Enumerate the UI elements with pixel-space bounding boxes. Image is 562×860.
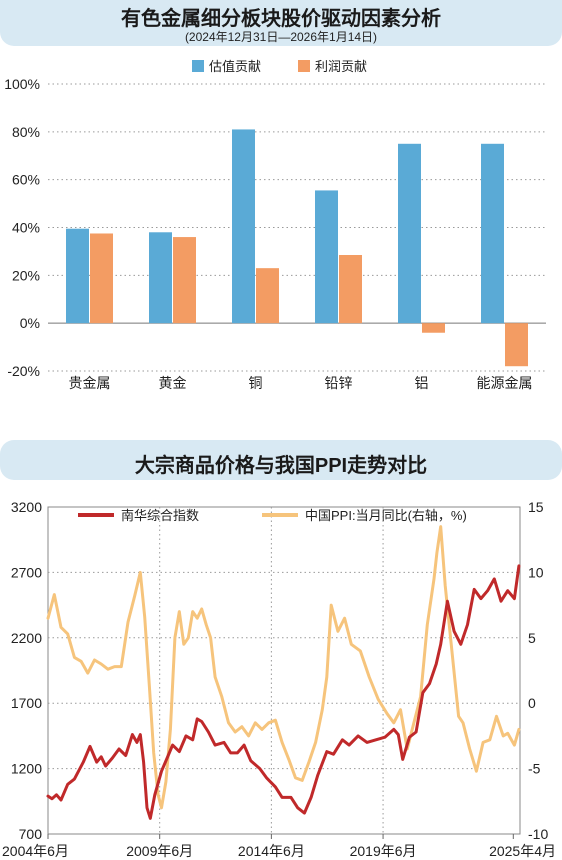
y-left-tick-label: 1700 bbox=[11, 695, 42, 711]
bar-valuation bbox=[481, 143, 504, 324]
y-tick-label: 60% bbox=[12, 172, 40, 188]
x-tick-label: 2014年6月 bbox=[238, 843, 305, 859]
y-tick-label: 40% bbox=[12, 220, 40, 236]
series-line-ppi bbox=[46, 525, 521, 810]
x-tick-label: 铅锌 bbox=[325, 375, 353, 391]
bar-chart-title: 有色金属细分板块股价驱动因素分析 bbox=[121, 8, 441, 30]
bar-valuation bbox=[66, 228, 89, 324]
legend-swatch bbox=[192, 60, 204, 72]
y-right-tick-label: 10 bbox=[528, 564, 544, 580]
plot-frame bbox=[47, 506, 521, 835]
x-tick-label: 2009年6月 bbox=[126, 843, 193, 859]
bar-valuation bbox=[398, 143, 421, 324]
y-right-tick-label: -10 bbox=[528, 826, 548, 842]
x-tick-label: 2004年6月 bbox=[2, 843, 69, 859]
bar-chart-header: 有色金属细分板块股价驱动因素分析 (2024年12月31日—2026年1月14日… bbox=[0, 0, 562, 46]
legend-swatch bbox=[298, 60, 310, 72]
bar-chart-subtitle: (2024年12月31日—2026年1月14日) bbox=[184, 30, 378, 44]
bar-profit bbox=[422, 323, 445, 333]
y-right-tick-label: 15 bbox=[528, 499, 544, 515]
y-left-tick-label: 2700 bbox=[11, 564, 42, 580]
y-left-tick-label: 2200 bbox=[11, 630, 42, 646]
x-tick-label: 铜 bbox=[249, 375, 263, 391]
x-tick-label: 黄金 bbox=[159, 375, 187, 391]
x-tick-label: 2019年6月 bbox=[350, 843, 417, 859]
bar-valuation bbox=[315, 190, 338, 324]
bar-chart: -20% 0% 20% 40% 60% 80% 100% 贵金属 黄金 铜 铅锌 铝 能源金属 估值贡献 利… bbox=[4, 59, 546, 391]
y-tick-label: -20% bbox=[7, 363, 40, 379]
y-tick-label: 80% bbox=[12, 124, 40, 140]
y-right-tick-label: -5 bbox=[528, 761, 541, 777]
x-tick-label: 贵金属 bbox=[69, 375, 111, 391]
bar-valuation bbox=[149, 232, 172, 324]
y-tick-label: 20% bbox=[12, 267, 40, 283]
y-left-tick-label: 700 bbox=[19, 826, 43, 842]
legend-label: 利润贡献 bbox=[315, 59, 367, 74]
bar-profit bbox=[173, 237, 196, 324]
bar-valuation bbox=[232, 129, 255, 324]
x-tick-label: 铝 bbox=[415, 375, 429, 391]
legend-label: 中国PPI:当月同比(右轴，%) bbox=[305, 508, 467, 523]
bar-profit bbox=[90, 233, 113, 324]
y-tick-label: 100% bbox=[4, 76, 40, 92]
y-right-tick-label: 0 bbox=[528, 695, 536, 711]
y-tick-label: 0% bbox=[20, 315, 40, 331]
x-tick-label: 能源金属 bbox=[477, 375, 533, 391]
bar-profit bbox=[339, 255, 362, 324]
bar-profit bbox=[256, 268, 279, 324]
series-line-nanhua bbox=[46, 564, 521, 820]
y-left-tick-label: 3200 bbox=[11, 499, 42, 515]
legend-label: 南华综合指数 bbox=[121, 508, 199, 523]
line-chart-header: 大宗商品价格与我国PPI走势对比 bbox=[0, 440, 562, 480]
y-right-tick-label: 5 bbox=[528, 630, 536, 646]
y-left-tick-label: 1200 bbox=[11, 761, 42, 777]
line-chart-title: 大宗商品价格与我国PPI走势对比 bbox=[134, 455, 428, 477]
bar-profit bbox=[505, 323, 528, 367]
x-tick-label: 2025年4月 bbox=[489, 843, 556, 859]
legend-label: 估值贡献 bbox=[209, 59, 261, 74]
